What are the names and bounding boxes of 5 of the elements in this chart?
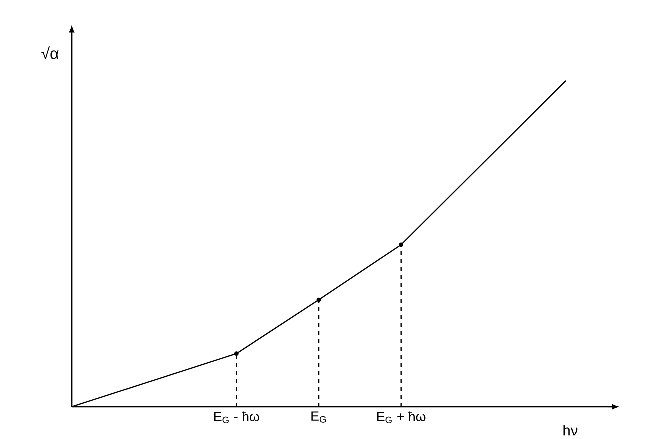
x-tick-label: E$_{G}$ — [312, 412, 326, 423]
x-tick-label: E$_{G}$ + ħω — [378, 412, 426, 424]
x-tick-label: E$_{G}$ - ħω — [214, 412, 260, 424]
x-axis-title: hν — [564, 425, 578, 436]
y-axis-title: √α — [42, 46, 59, 60]
